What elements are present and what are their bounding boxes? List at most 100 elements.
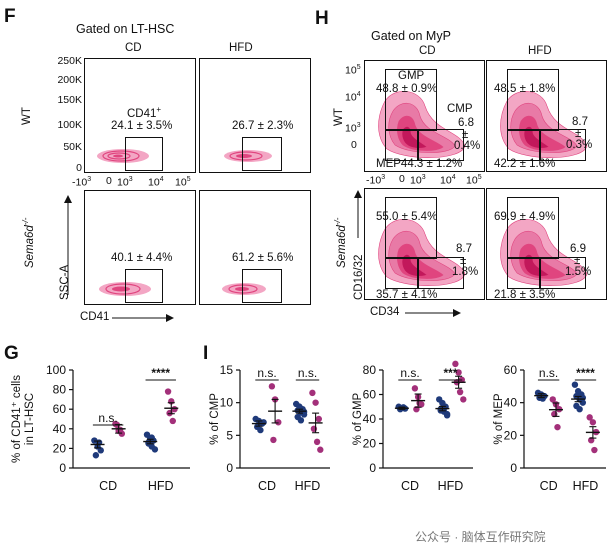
data-point [297, 417, 305, 424]
data-point [443, 410, 451, 418]
data-point [578, 391, 585, 398]
data-point [534, 389, 542, 397]
data-point [300, 408, 308, 416]
cmp-gate [417, 257, 464, 289]
y-axis-label: % of CD41⁺ cells [11, 375, 23, 463]
stat-h-ko-cd-gmp: 55.0 ± 5.4% [376, 211, 438, 223]
h-xtick: -103 [366, 174, 385, 186]
h-ytick-base: 10 [345, 64, 357, 77]
data-point [416, 399, 423, 407]
x-category-label: HFD [438, 479, 464, 493]
h-xtick-base: 10 [410, 174, 422, 187]
ssc-arrow-head [64, 195, 72, 203]
y-axis-label: % of CMP [209, 393, 221, 445]
f-xtick-base: -10 [72, 176, 88, 189]
significance-label: *** [443, 366, 457, 380]
data-point [589, 419, 597, 426]
gmp-gate [385, 197, 437, 259]
data-point [539, 395, 546, 402]
y-tick-label: 0 [369, 461, 376, 475]
flow-density-h-wt-cd [378, 91, 466, 158]
h-ytick: 0 [351, 139, 357, 151]
gmp-gate [507, 197, 559, 259]
cd41-gate-sup: + [156, 105, 162, 114]
data-point [551, 410, 558, 418]
stat-h-ko-cd-cmp-2: ± [460, 255, 467, 267]
panel-h-col-hfd: HFD [528, 45, 552, 57]
data-point [118, 430, 126, 437]
data-point [95, 439, 103, 446]
y-tick-label: 0 [59, 461, 66, 475]
stat-h-ko-cd-mep: 35.7 ± 4.1% [376, 289, 438, 301]
data-point [587, 437, 595, 444]
x-category-label: HFD [295, 479, 321, 493]
panel-f-letter: F [4, 6, 16, 27]
panel-f-y-axis: SSC-A [59, 264, 71, 300]
stat-h-ko-hfd-mep: 21.8 ± 3.5% [494, 289, 556, 301]
data-point [414, 393, 422, 401]
panel-f-x-axis: CD41 [80, 311, 110, 323]
panel-f-row-wt: WT [21, 107, 33, 125]
cd41-gate [242, 269, 282, 303]
panel-i-letter: I [203, 343, 209, 364]
data-point [91, 437, 98, 444]
f-ytick: 200K [57, 74, 82, 86]
cd1632-arrow [354, 190, 362, 238]
h-ytick: 103 [345, 122, 361, 134]
x-category-label: CD [401, 479, 419, 493]
x-category-label: CD [258, 479, 276, 493]
f-xtick: 0 [106, 175, 112, 187]
data-point [436, 396, 443, 403]
cmp-gate [539, 129, 586, 161]
flow-plot-h-wt-hfd [486, 60, 607, 172]
cd41-gate [125, 137, 163, 171]
y-tick-label: 20 [504, 428, 518, 442]
data-point [150, 437, 157, 444]
data-point [116, 426, 124, 433]
y-tick-label: 5 [226, 428, 233, 442]
h-ytick-exp: 3 [356, 122, 361, 129]
data-point [143, 431, 151, 438]
data-point [591, 446, 598, 454]
gmp-label: GMP [398, 70, 425, 82]
data-point [168, 398, 175, 405]
f-ytick: 150K [57, 94, 82, 106]
stat-h-wt-cd-cmp-3: 0.4% [454, 140, 481, 152]
data-point [171, 406, 178, 413]
flow-plot-wt-hfd [199, 58, 311, 173]
data-point [297, 409, 305, 416]
data-point [443, 412, 451, 419]
cd41-arrow [118, 314, 174, 322]
y-tick-label: 40 [363, 412, 377, 426]
data-point [437, 407, 444, 414]
f-xtick: -103 [72, 176, 91, 188]
panel-h-x-axis: CD34 [370, 306, 400, 318]
data-point [440, 408, 448, 415]
x-category-label: HFD [573, 479, 599, 493]
data-point [315, 415, 322, 423]
data-point [458, 376, 465, 383]
data-point [453, 379, 461, 386]
data-point [576, 406, 583, 413]
h-xtick-base: 10 [466, 174, 478, 187]
panel-h-row-wt: WT [333, 108, 345, 126]
h-ytick-base: 10 [345, 122, 357, 135]
data-point [571, 381, 579, 388]
h-xtick-base: 10 [440, 174, 452, 187]
mep-gate [507, 257, 541, 289]
significance-label: n.s. [400, 366, 419, 380]
x-category-label: HFD [148, 479, 174, 493]
y-tick-label: 20 [363, 437, 377, 451]
h-ytick-base: 10 [345, 91, 357, 104]
stat-h-ko-hfd-gmp: 69.9 ± 4.9% [494, 211, 556, 223]
data-point [579, 394, 587, 401]
stat-h-wt-cd-gmp: 48.8 ± 0.9% [376, 83, 438, 95]
flow-plot-wt-cd [84, 58, 196, 173]
flow-plot-ko-hfd [199, 190, 311, 305]
h-xtick-base: -10 [366, 174, 382, 187]
h-xtick-exp: 4 [451, 174, 456, 181]
data-point [395, 403, 402, 410]
mep-gate [385, 129, 419, 161]
y-tick-label: 40 [504, 396, 518, 410]
stat-h-ko-cd-cmp-3: 1.8% [452, 266, 479, 278]
